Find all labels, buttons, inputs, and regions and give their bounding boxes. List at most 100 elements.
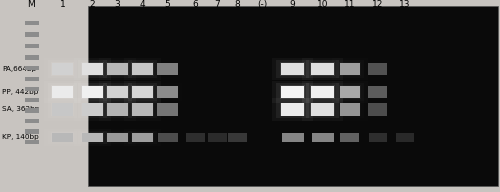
Bar — [78, 131, 107, 144]
Bar — [103, 60, 132, 78]
Bar — [128, 60, 157, 78]
Bar — [310, 103, 335, 116]
Text: 12: 12 — [372, 0, 383, 9]
Bar — [78, 101, 107, 118]
Bar — [107, 63, 128, 75]
Bar — [272, 98, 313, 121]
Bar — [310, 85, 335, 99]
Bar — [19, 19, 44, 27]
Bar — [74, 81, 112, 103]
Bar — [157, 103, 178, 116]
Bar — [132, 63, 153, 75]
Bar — [340, 86, 360, 98]
Bar — [281, 63, 304, 75]
Bar — [281, 86, 304, 98]
Bar — [44, 98, 82, 121]
Bar — [81, 62, 104, 76]
Bar — [310, 62, 335, 76]
Bar — [128, 131, 157, 144]
Bar — [153, 83, 182, 101]
Bar — [272, 129, 312, 146]
Bar — [19, 54, 44, 61]
Bar — [24, 129, 39, 134]
Bar — [24, 32, 39, 37]
Text: PA,664bp: PA,664bp — [2, 66, 37, 72]
Bar — [24, 87, 39, 92]
Bar — [24, 77, 38, 81]
Bar — [280, 132, 304, 142]
Bar — [307, 131, 338, 144]
Bar — [103, 101, 132, 118]
Bar — [51, 62, 74, 76]
Bar — [22, 55, 42, 60]
Bar — [98, 81, 136, 103]
Bar — [88, 6, 498, 186]
Bar — [131, 62, 154, 76]
Text: 4: 4 — [140, 0, 145, 9]
Bar — [74, 58, 112, 80]
Bar — [106, 103, 129, 116]
Bar — [24, 55, 38, 60]
Bar — [312, 133, 334, 142]
Bar — [208, 133, 227, 142]
Bar — [107, 86, 128, 98]
Bar — [82, 63, 103, 75]
Bar — [280, 62, 305, 76]
Bar — [44, 81, 82, 103]
Bar — [302, 98, 343, 121]
Bar — [24, 108, 38, 113]
Bar — [157, 63, 178, 75]
Text: (-): (-) — [258, 0, 268, 9]
Bar — [48, 131, 77, 144]
Bar — [368, 86, 387, 98]
Bar — [82, 133, 103, 142]
Text: 7: 7 — [214, 0, 220, 9]
Bar — [306, 101, 338, 118]
Bar — [281, 103, 304, 116]
Bar — [51, 103, 74, 116]
Text: 13: 13 — [399, 0, 411, 9]
Bar — [340, 103, 360, 116]
Bar — [19, 75, 44, 83]
Bar — [336, 83, 364, 101]
Bar — [52, 133, 73, 142]
Bar — [124, 58, 162, 80]
Bar — [19, 64, 44, 72]
Bar — [306, 83, 338, 101]
Bar — [107, 103, 128, 116]
Bar — [24, 140, 38, 144]
Bar — [272, 81, 313, 103]
Bar — [280, 85, 305, 99]
Bar — [186, 133, 204, 142]
Text: 5: 5 — [164, 0, 170, 9]
Bar — [52, 86, 73, 98]
Bar — [131, 103, 154, 116]
Bar — [82, 86, 103, 98]
Bar — [74, 98, 112, 121]
Bar — [132, 103, 153, 116]
Bar — [24, 98, 39, 102]
Bar — [132, 86, 153, 98]
Bar — [19, 128, 44, 135]
Bar — [24, 32, 38, 37]
Bar — [132, 133, 153, 142]
Bar — [368, 103, 387, 116]
Bar — [51, 85, 74, 99]
Bar — [24, 21, 38, 25]
Bar — [396, 133, 414, 142]
Bar — [302, 58, 343, 80]
Bar — [339, 62, 361, 76]
Bar — [336, 101, 364, 118]
Bar — [24, 119, 39, 123]
Bar — [124, 81, 162, 103]
Bar — [336, 60, 364, 78]
Bar — [98, 129, 136, 146]
Bar — [19, 138, 44, 146]
Bar — [22, 86, 42, 92]
Bar — [368, 63, 387, 75]
Bar — [228, 133, 247, 142]
Text: 1: 1 — [60, 0, 66, 9]
Text: 3: 3 — [114, 0, 120, 9]
Bar — [103, 83, 132, 101]
Bar — [81, 85, 104, 99]
